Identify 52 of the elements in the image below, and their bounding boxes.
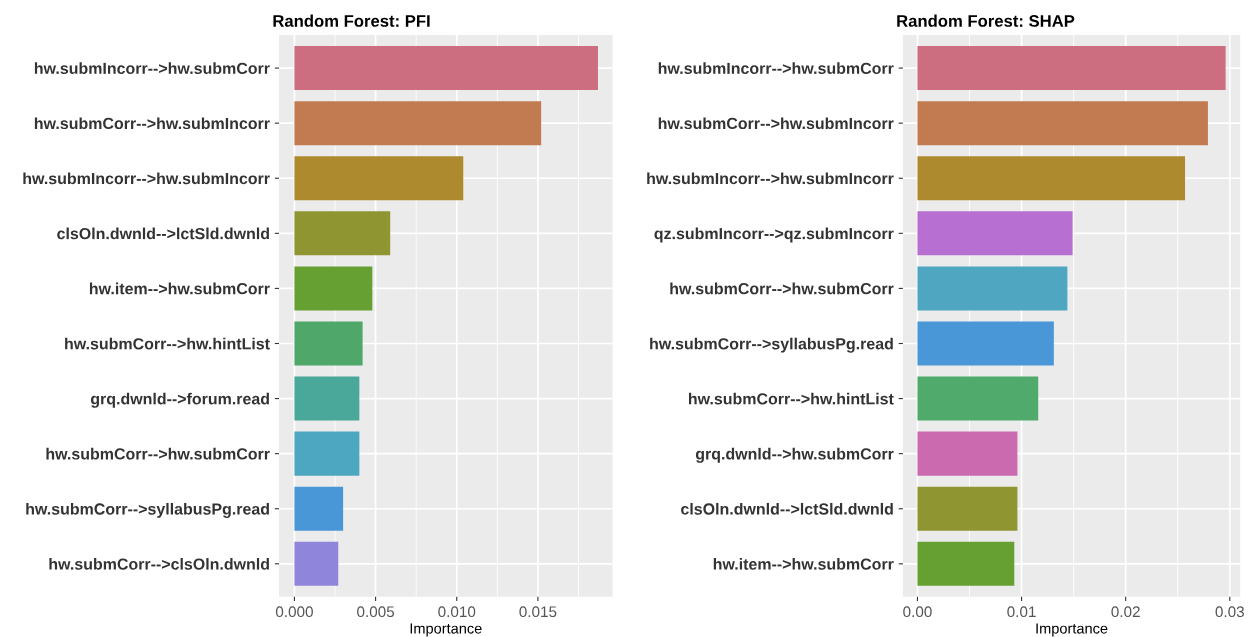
x-axis-title: Importance — [410, 623, 482, 637]
bar — [917, 266, 1068, 311]
x-tick-label: 0.000 — [275, 606, 313, 618]
bar — [917, 321, 1054, 366]
y-tick-label: hw.submCorr-->hw.submCorr — [46, 447, 270, 460]
bar — [294, 486, 344, 531]
y-tick-label: hw.submCorr-->hw.hintList — [65, 337, 270, 350]
chart-title: Random Forest: SHAP — [897, 14, 1075, 27]
bar — [294, 376, 360, 421]
bar — [294, 156, 464, 201]
bar — [917, 101, 1208, 146]
y-tick-label: hw.submIncorr-->hw.submCorr — [34, 62, 270, 75]
x-tick-label: 0.02 — [1111, 606, 1140, 618]
bar — [917, 486, 1018, 531]
x-axis-title: Importance — [1036, 623, 1108, 637]
bar — [917, 211, 1073, 256]
y-tick-label: hw.submCorr-->syllabusPg.read — [650, 337, 893, 353]
y-tick-label: grq.dwnld-->forum.read — [90, 392, 269, 408]
x-tick-label: 0.015 — [519, 606, 557, 618]
chart-title: Random Forest: PFI — [273, 14, 430, 27]
x-tick-label: 0.010 — [438, 606, 476, 618]
y-tick-label: hw.submCorr-->syllabusPg.read — [26, 502, 269, 518]
y-tick-label: hw.item-->hw.submCorr — [713, 558, 894, 570]
bar — [917, 156, 1186, 201]
y-tick-label: hw.submCorr-->hw.submIncorr — [658, 117, 894, 130]
y-tick-label: hw.submIncorr-->hw.submCorr — [658, 62, 894, 75]
bar — [294, 541, 339, 586]
bar — [294, 101, 542, 146]
x-tick-label: 0.00 — [903, 606, 932, 618]
bar — [294, 431, 360, 476]
y-tick-label: hw.submCorr-->hw.submIncorr — [34, 117, 270, 130]
y-tick-label: grq.dwnld-->hw.submCorr — [695, 447, 894, 463]
bar — [917, 431, 1018, 476]
y-tick-label: hw.submCorr-->hw.submCorr — [670, 282, 894, 295]
y-tick-label: clsOln.dwnld-->lctSld.dwnld — [57, 227, 269, 240]
x-tick-label: 0.01 — [1007, 606, 1036, 618]
bar — [294, 211, 391, 256]
bar — [917, 46, 1226, 91]
y-tick-label: clsOln.dwnld-->lctSld.dwnld — [681, 502, 893, 515]
y-tick-label: hw.submCorr-->clsOln.dwnld — [49, 558, 269, 570]
x-tick-label: 0.03 — [1215, 606, 1244, 618]
y-tick-label: qz.submIncorr-->qz.submIncorr — [654, 227, 894, 243]
bar — [294, 321, 363, 366]
bar — [917, 541, 1015, 586]
y-tick-label: hw.submCorr-->hw.hintList — [688, 392, 894, 405]
bar — [917, 376, 1039, 421]
x-tick-label: 0.005 — [357, 606, 395, 618]
bar — [294, 46, 598, 91]
y-tick-label: hw.item-->hw.submCorr — [89, 282, 270, 295]
bar — [294, 266, 373, 311]
y-tick-label: hw.submIncorr-->hw.submIncorr — [23, 172, 270, 185]
y-tick-label: hw.submIncorr-->hw.submIncorr — [647, 172, 894, 185]
